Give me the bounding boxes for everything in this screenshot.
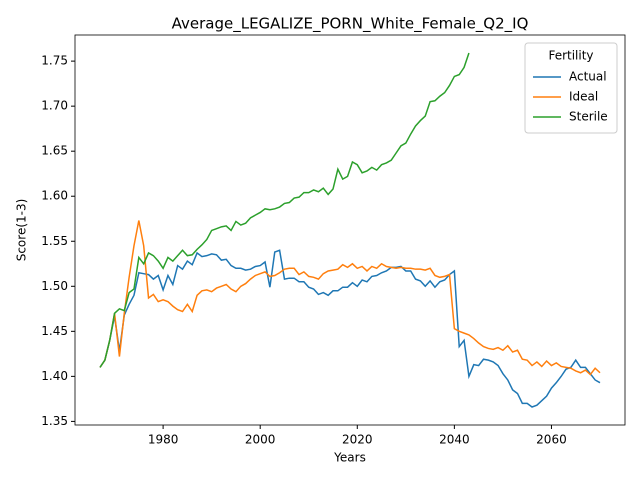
legend-box [524, 42, 618, 134]
y-tick-label: 1.40 [41, 369, 68, 383]
y-tick-label: 1.70 [41, 99, 68, 113]
x-tick-label: 2060 [536, 433, 567, 447]
chart-title: Average_LEGALIZE_PORN_White_Female_Q2_IQ [172, 15, 529, 34]
plot-frame [74, 34, 626, 426]
y-tick-label: 1.75 [41, 54, 68, 68]
x-tick-label: 2020 [342, 433, 373, 447]
legend-title: Fertility [548, 49, 593, 63]
y-tick-label: 1.50 [41, 279, 68, 293]
y-tick-label: 1.35 [41, 414, 68, 428]
x-tick-label: 1980 [148, 433, 179, 447]
legend-label: Ideal [569, 90, 598, 104]
line-0 [99, 249, 601, 408]
x-tick-label: 2000 [245, 433, 276, 447]
x-axis-label: Years [333, 451, 366, 465]
legend-label: Actual [569, 70, 607, 84]
y-tick-label: 1.65 [41, 144, 68, 158]
line-1 [99, 220, 601, 376]
y-axis-label: Score(1-3) [15, 199, 29, 262]
y-tick-label: 1.60 [41, 189, 68, 203]
x-tick-label: 2040 [439, 433, 470, 447]
legend-label: Sterile [569, 110, 608, 124]
y-tick-label: 1.55 [41, 234, 68, 248]
y-tick-label: 1.45 [41, 324, 68, 338]
line-2 [99, 52, 470, 368]
